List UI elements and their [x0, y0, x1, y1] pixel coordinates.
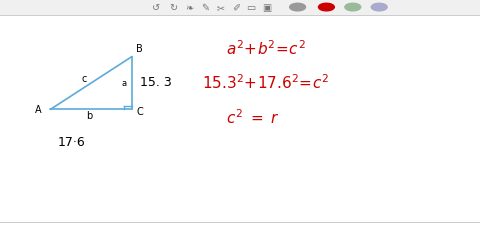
- Circle shape: [319, 4, 335, 12]
- Text: ▣: ▣: [262, 3, 271, 13]
- Text: ↻: ↻: [170, 3, 178, 13]
- Text: c: c: [81, 74, 87, 84]
- Text: A: A: [35, 105, 42, 115]
- Text: b: b: [85, 111, 92, 121]
- Text: ✐: ✐: [232, 3, 240, 13]
- Text: B: B: [136, 44, 143, 54]
- Text: C: C: [137, 106, 144, 116]
- Text: $\mathit{15.3}^2\!+\!\mathit{17.6}^2\!=\!\mathit{c}^2$: $\mathit{15.3}^2\!+\!\mathit{17.6}^2\!=\…: [202, 73, 329, 92]
- Circle shape: [290, 4, 306, 12]
- Text: ✂: ✂: [217, 3, 225, 13]
- Text: ↺: ↺: [152, 3, 160, 13]
- Text: 15. 3: 15. 3: [140, 76, 172, 89]
- Circle shape: [345, 4, 361, 12]
- Text: 17·6: 17·6: [58, 136, 85, 148]
- Text: a: a: [121, 79, 126, 88]
- Circle shape: [372, 4, 387, 12]
- Text: ▭: ▭: [246, 3, 255, 13]
- Text: ❧: ❧: [186, 3, 193, 13]
- Text: $\mathit{c}^2\ =\ \mathit{r}$: $\mathit{c}^2\ =\ \mathit{r}$: [226, 107, 280, 126]
- Text: $\mathit{a}^2\!+\!\mathit{b}^2\!=\!\mathit{c}^2$: $\mathit{a}^2\!+\!\mathit{b}^2\!=\!\math…: [226, 39, 305, 57]
- Bar: [0, 0, 480, 16]
- Text: ✎: ✎: [202, 3, 209, 13]
